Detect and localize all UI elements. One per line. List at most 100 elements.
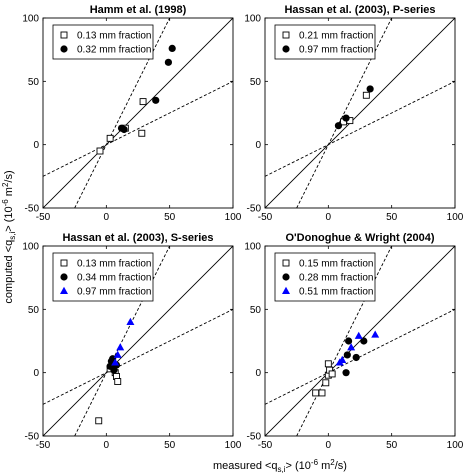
legend-box: [52, 252, 154, 302]
y-tick-label: 50: [28, 77, 40, 88]
upper-bound-line: [74, 246, 171, 436]
panel-title: O'Donoghue & Wright (2004): [285, 232, 434, 244]
y-tick-label: 100: [22, 242, 39, 253]
data-point: [342, 369, 350, 377]
panel-3: Hassan et al. (2003), S-series -50 0 50 100 -…: [22, 232, 241, 451]
data-point: [322, 379, 330, 387]
legend-label: 0.28 mm fraction: [299, 273, 373, 284]
data-points: [96, 44, 176, 155]
data-point: [347, 343, 356, 351]
data-point: [113, 350, 122, 358]
x-tick-label: 50: [386, 440, 398, 451]
reference-lines: [43, 246, 233, 436]
data-point: [362, 91, 370, 99]
lower-bound-line: [265, 308, 455, 405]
data-points: [95, 317, 135, 425]
x-tick-label: 0: [326, 212, 332, 223]
legend-marker: [60, 286, 68, 294]
legend-label: 0.97 mm fraction: [77, 287, 151, 298]
legend-marker: [282, 45, 290, 53]
y-tick-label: -50: [247, 432, 262, 443]
data-point: [342, 114, 350, 122]
axes-frame: [264, 17, 456, 209]
legend-label: 0.15 mm fraction: [299, 259, 373, 270]
panel-title: Hassan et al. (2003), S-series: [62, 232, 213, 244]
y-tick-label: 0: [33, 368, 39, 379]
x-tick-label: 0: [104, 212, 110, 223]
legend-marker: [60, 31, 68, 39]
lower-bound-line: [43, 308, 233, 405]
legend: 0.21 mm fraction 0.97 mm fraction: [274, 24, 376, 60]
upper-bound-line: [296, 246, 393, 436]
x-tick-label: 100: [447, 440, 464, 451]
x-tick-label: 50: [164, 440, 176, 451]
x-tick-label: -50: [258, 212, 273, 223]
x-tick-label: 100: [225, 440, 242, 451]
panel-title: Hamm et al. (1998): [90, 4, 187, 16]
legend: 0.13 mm fraction 0.34 mm fraction 0.97 mm …: [52, 252, 154, 302]
upper-bound-line: [296, 18, 393, 208]
data-points: [334, 85, 374, 130]
legend-box: [52, 24, 154, 60]
legend-marker: [60, 259, 68, 267]
data-point: [366, 85, 374, 93]
data-point: [338, 355, 347, 363]
legend-marker: [282, 259, 290, 267]
data-point: [352, 353, 360, 362]
one-to-one-line: [265, 246, 455, 436]
y-tick-label: -50: [25, 432, 40, 443]
data-point: [96, 147, 104, 155]
data-point: [164, 58, 172, 66]
y-tick-label: 100: [244, 14, 261, 25]
legend: 0.15 mm fraction 0.28 mm fraction 0.51 mm …: [274, 252, 376, 302]
legend-box: [274, 24, 376, 60]
data-point: [152, 96, 160, 104]
x-tick-label: 100: [447, 212, 464, 223]
data-point: [371, 330, 380, 338]
one-to-one-line: [265, 18, 455, 208]
data-point: [114, 378, 122, 385]
x-tick-label: 0: [104, 440, 110, 451]
data-point: [138, 129, 146, 137]
reference-lines: [265, 246, 455, 436]
y-tick-label: -50: [25, 204, 40, 215]
x-tick-label: -50: [36, 212, 51, 223]
panel-1: Hamm et al. (1998) -50 0 50 100 -50 0 50 100 0.13…: [22, 4, 241, 223]
legend-marker: [282, 286, 290, 294]
data-point: [126, 317, 135, 325]
legend-marker: [60, 45, 68, 53]
panel-4: O'Donoghue & Wright (2004) -50 0 50 100 -50 0 5…: [244, 232, 463, 451]
one-to-one-line: [43, 18, 233, 208]
reference-lines: [43, 18, 233, 208]
data-point: [95, 417, 103, 425]
legend-label: 0.34 mm fraction: [77, 273, 151, 284]
data-point: [354, 331, 363, 339]
data-point: [116, 343, 125, 351]
legend-marker: [60, 273, 68, 281]
y-tick-label: 50: [250, 77, 262, 88]
y-tick-label: 50: [250, 305, 262, 316]
upper-bound-line: [74, 18, 171, 208]
y-tick-label: -50: [247, 204, 262, 215]
data-point: [120, 125, 128, 134]
data-point: [318, 389, 326, 397]
data-point: [334, 122, 343, 130]
x-tick-label: 50: [164, 212, 176, 223]
x-axis-label: measured <qs,i> (10-6 m2/s): [213, 458, 347, 474]
y-tick-label: 100: [244, 242, 261, 253]
data-point: [345, 337, 353, 345]
data-point: [111, 358, 120, 366]
x-tick-label: 0: [326, 440, 332, 451]
panel-2: Hassan et al. (2003), P-series -50 0 50 100 -…: [244, 4, 463, 223]
x-tick-label: -50: [258, 440, 273, 451]
y-tick-label: 0: [255, 368, 261, 379]
y-tick-label: 0: [255, 140, 261, 151]
reference-lines: [265, 18, 455, 208]
y-tick-label: 0: [33, 140, 39, 151]
axes-frame: [264, 245, 456, 437]
data-point: [312, 389, 320, 397]
legend-marker: [282, 31, 290, 39]
legend-label: 0.13 mm fraction: [77, 259, 151, 270]
one-to-one-line: [43, 246, 233, 436]
data-point: [324, 360, 332, 368]
